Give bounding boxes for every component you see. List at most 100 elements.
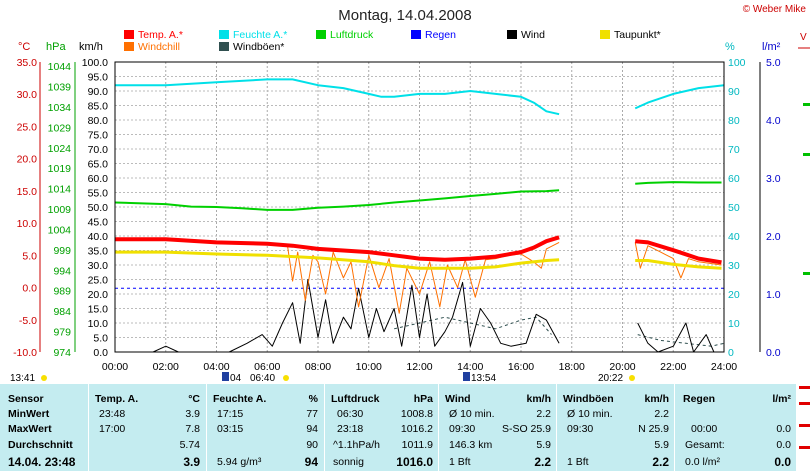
pressure-tick-label: 1034 [48, 102, 72, 114]
left-time-label: 13:41 [10, 373, 35, 384]
humidity-tick-label: 40 [728, 231, 740, 243]
humidity-tick-label: 20 [728, 289, 740, 301]
temp-axis-unit: °C [18, 41, 30, 53]
pressure-trend: ^1.1hPa/h [333, 439, 380, 451]
rain-unit: l/m² [772, 393, 791, 405]
rain-tick-label: 2.0 [766, 231, 781, 243]
temp-tick-label: 35.0 [17, 57, 38, 69]
gusts-max: N 25.9 [638, 423, 669, 435]
series-line-feuchtea [634, 84, 725, 110]
gusts-current: 2.2 [652, 455, 669, 469]
chart-legend: Temp. A.* Feuchte A.* Luftdruck Regen Wind Ta… [124, 29, 661, 53]
series-line-feuchtea [115, 78, 560, 116]
legend-swatch [316, 30, 326, 39]
series-line-taupunkt [635, 259, 722, 270]
humidity-tick-label: 60 [728, 173, 740, 185]
humidity-min: 77 [306, 408, 318, 420]
wind-tick-label: 25.0 [88, 275, 109, 287]
moonrise-time-label: 13:54 [471, 373, 496, 384]
time-tick-label: 24:00 [711, 361, 737, 373]
series-line-windben [637, 334, 725, 347]
legend-swatch [219, 30, 229, 39]
time-tick-label: 04:00 [203, 361, 229, 373]
pressure-min-time: 06:30 [337, 408, 364, 420]
pressure-header: Luftdruck [331, 393, 380, 405]
time-tick-label: 20:00 [609, 361, 635, 373]
pressure-tick-label: 989 [53, 286, 71, 298]
rain-tick-label: 5.0 [766, 57, 781, 69]
pressure-current: 1016.0 [396, 455, 433, 469]
humidity-tick-label: 80 [728, 115, 740, 127]
wind-tick-label: 75.0 [88, 130, 109, 142]
temp-tick-label: 20.0 [17, 154, 38, 166]
pressure-tick-label: 1029 [48, 122, 72, 134]
pressure-column: Luftdruck hPa 06:30 1008.8 23:18 1016.2 … [324, 384, 439, 471]
wind-tick-label: 95.0 [88, 72, 109, 84]
current-timestamp: 14.04. 23:48 [8, 455, 76, 469]
pressure-tick-label: 994 [53, 265, 71, 277]
legend-swatch [219, 42, 229, 51]
wind-tick-label: 40.0 [88, 231, 109, 243]
humidity-unit: % [308, 393, 318, 405]
wind-tick-label: 5.0 [93, 333, 108, 345]
pressure-tick-label: 1039 [48, 82, 72, 94]
legend-label: Luftdruck [330, 29, 374, 41]
pressure-avg: 1011.9 [401, 439, 433, 451]
axis-tick-labels: 35.0 30.0 25.0 20.0 15.0 10.0 5.0 0.0 -5.0 -10.0 1… [13, 57, 781, 373]
temp-tick-label: -5.0 [19, 315, 37, 327]
wind-tick-label: 100.0 [82, 57, 108, 69]
wind-tick-label: 55.0 [88, 188, 109, 200]
series-line-taupunkt [115, 250, 560, 270]
wind-tick-label: 45.0 [88, 217, 109, 229]
rain-tick-label: 4.0 [766, 115, 781, 127]
temp-unit: °C [188, 393, 200, 405]
time-tick-label: 06:00 [254, 361, 280, 373]
rain-axis-unit: l/m² [762, 41, 781, 53]
wind-tick-label: 50.0 [88, 202, 109, 214]
time-tick-label: 22:00 [660, 361, 686, 373]
time-tick-label: 18:00 [559, 361, 585, 373]
humidity-axis-unit: % [725, 41, 735, 53]
rain-column: Regen l/m² 00:00 0.0 Gesamt: 0.0 0.0 l/m… [674, 384, 797, 471]
pressure-tick-label: 1024 [48, 143, 72, 155]
pressure-tick-label: 1044 [48, 61, 72, 73]
gusts-avg10: 2.2 [654, 408, 669, 420]
rain-tick-label: 0.0 [766, 347, 781, 359]
pressure-tick-label: 974 [53, 347, 71, 359]
wind-distance: 146.3 km [449, 439, 493, 451]
wind-avg10: 2.2 [536, 408, 551, 420]
plot-frame [114, 61, 725, 353]
time-tick-label: 16:00 [508, 361, 534, 373]
rain-current: 0.0 [774, 455, 791, 469]
temp-tick-label: 25.0 [17, 121, 38, 133]
wind-current: 2.2 [534, 455, 551, 469]
humidity-tick-label: 50 [728, 202, 740, 214]
rain-total: 0.0 [776, 439, 791, 451]
rain-header: Regen [683, 393, 716, 405]
wind-tick-label: 30.0 [88, 260, 109, 272]
gusts-header: Windböen [563, 393, 614, 405]
temp-max-time: 17:00 [99, 423, 126, 435]
wind-unit: km/h [526, 393, 551, 405]
pressure-unit: hPa [413, 393, 433, 405]
gusts-avg: 5.9 [654, 439, 669, 451]
chart-series [114, 78, 725, 353]
series-line-wind [115, 279, 560, 353]
legend-swatch [124, 30, 134, 39]
row-label-min: MinWert [8, 408, 50, 420]
sensor-header: Sensor [8, 393, 44, 405]
legend-label: Regen [425, 29, 456, 41]
gusts-max-time: 09:30 [567, 423, 594, 435]
humidity-tick-label: 100 [728, 57, 746, 69]
wind-avg: 5.9 [536, 439, 551, 451]
series-line-tempa [635, 239, 722, 265]
moonset-time-label: 20:22 [598, 373, 623, 384]
wind-beaufort: 1 Bft [449, 456, 471, 468]
legend-swatch [411, 30, 421, 39]
sunrise-time-label: 06:40 [250, 373, 275, 384]
humidity-min-time: 17:15 [217, 408, 244, 420]
series-line-luftdruck [635, 181, 722, 185]
pressure-tick-label: 979 [53, 327, 71, 339]
wind-tick-label: 20.0 [88, 289, 109, 301]
weather-chart: Montag, 14.04.2008 © Weber Mike Temp. A.… [10, 4, 810, 384]
